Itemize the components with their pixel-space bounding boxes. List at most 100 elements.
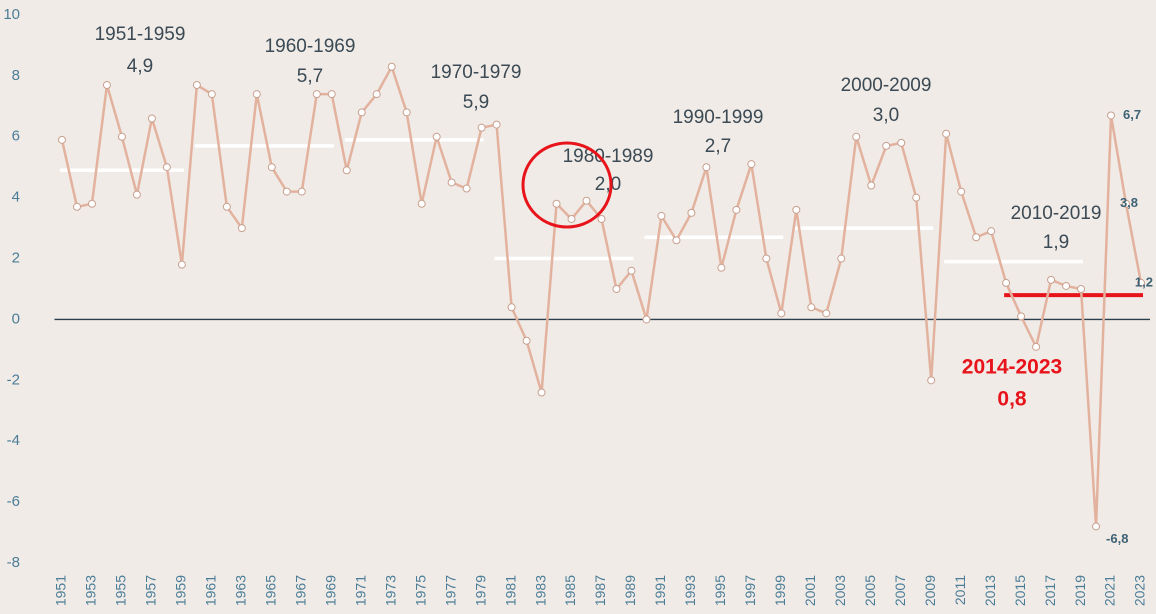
data-point — [147, 114, 156, 123]
data-label: 6,7 — [1123, 107, 1141, 122]
x-tick-label: 1953 — [83, 575, 99, 606]
x-tick-label: 1961 — [203, 575, 219, 606]
data-point — [762, 254, 771, 263]
y-tick-label: 2 — [12, 250, 20, 267]
data-point — [237, 224, 246, 233]
data-point — [162, 163, 171, 172]
data-point — [1032, 342, 1041, 351]
average-value: 5,7 — [297, 66, 323, 87]
y-tick-label: 6 — [12, 128, 20, 145]
x-tick-label: 1999 — [772, 575, 788, 606]
data-point — [507, 303, 516, 312]
data-point — [177, 260, 186, 269]
average-period: 2010-2019 — [1011, 203, 1102, 224]
data-point — [1122, 199, 1131, 208]
data-point — [1017, 312, 1026, 321]
y-tick-label: -6 — [7, 493, 20, 510]
data-point — [207, 90, 216, 99]
x-tick-label: 1967 — [292, 575, 308, 606]
data-point — [942, 129, 951, 138]
data-point — [837, 254, 846, 263]
data-point — [792, 205, 801, 214]
data-point — [897, 138, 906, 147]
data-point — [192, 81, 201, 90]
data-point — [417, 199, 426, 208]
data-point — [912, 193, 921, 202]
data-label: -6,8 — [1106, 531, 1128, 546]
x-tick-label: 1987 — [592, 575, 608, 606]
y-tick-label: -4 — [7, 432, 20, 449]
data-point — [492, 120, 501, 129]
x-tick-label: 1979 — [472, 575, 488, 606]
data-point — [267, 163, 276, 172]
x-tick-label: 2005 — [862, 575, 878, 606]
data-point — [972, 233, 981, 242]
data-point — [702, 163, 711, 172]
data-point — [987, 227, 996, 236]
data-point — [717, 263, 726, 272]
data-point — [867, 181, 876, 190]
x-tick-label: 1977 — [442, 575, 458, 606]
data-point — [642, 315, 651, 324]
data-point — [447, 178, 456, 187]
y-tick-label: -2 — [7, 371, 20, 388]
data-point — [552, 199, 561, 208]
data-point — [72, 202, 81, 211]
data-point — [462, 184, 471, 193]
x-tick-label: 1991 — [652, 575, 668, 606]
x-tick-label: 1985 — [562, 575, 578, 606]
data-point — [342, 166, 351, 175]
average-value: 5,9 — [463, 92, 489, 113]
y-tick-label: 10 — [3, 6, 20, 23]
x-tick-label: 1971 — [352, 575, 368, 606]
data-point — [312, 90, 321, 99]
data-label: 3,8 — [1120, 195, 1138, 210]
data-point — [432, 132, 441, 141]
x-tick-label: 2003 — [832, 575, 848, 606]
average-value: 2,7 — [705, 136, 731, 157]
data-point — [927, 376, 936, 385]
data-point — [132, 190, 141, 199]
average-value: 2,0 — [595, 174, 621, 195]
average-value: 4,9 — [127, 56, 153, 77]
data-point — [297, 187, 306, 196]
data-point — [522, 336, 531, 345]
x-tick-label: 2017 — [1042, 575, 1058, 606]
data-label: 1,2 — [1135, 274, 1153, 289]
data-point — [387, 62, 396, 71]
average-value: 3,0 — [873, 105, 899, 126]
data-point — [597, 214, 606, 223]
x-tick-label: 2011 — [952, 575, 968, 605]
data-point — [1077, 285, 1086, 293]
data-point — [87, 199, 96, 208]
average-period: 2000-2009 — [841, 75, 932, 96]
average-period: 1990-1999 — [673, 107, 764, 128]
data-point — [1002, 278, 1011, 287]
x-tick-label: 1957 — [143, 575, 159, 606]
data-point — [807, 303, 816, 312]
x-tick-label: 1963 — [233, 575, 249, 606]
data-point — [612, 285, 621, 293]
x-tick-label: 2009 — [922, 575, 938, 606]
data-point — [672, 236, 681, 245]
data-point — [882, 141, 891, 150]
data-point — [687, 208, 696, 217]
data-point — [957, 187, 966, 196]
data-point — [657, 211, 666, 220]
data-point — [537, 388, 546, 397]
x-tick-label: 1959 — [173, 575, 189, 606]
x-tick-label: 1981 — [502, 575, 518, 606]
y-tick-label: 8 — [12, 67, 20, 84]
average-period: 1970-1979 — [431, 62, 522, 83]
x-tick-label: 2001 — [802, 575, 818, 606]
x-tick-label: 2007 — [892, 575, 908, 606]
x-tick-label: 2019 — [1072, 575, 1088, 606]
data-point — [477, 123, 486, 132]
data-point — [747, 160, 756, 169]
data-point — [57, 135, 66, 144]
data-point — [567, 214, 576, 223]
data-point — [1092, 522, 1101, 531]
x-tick-label: 2021 — [1102, 575, 1118, 606]
x-tick-label: 1965 — [263, 575, 279, 606]
data-point — [822, 309, 831, 318]
